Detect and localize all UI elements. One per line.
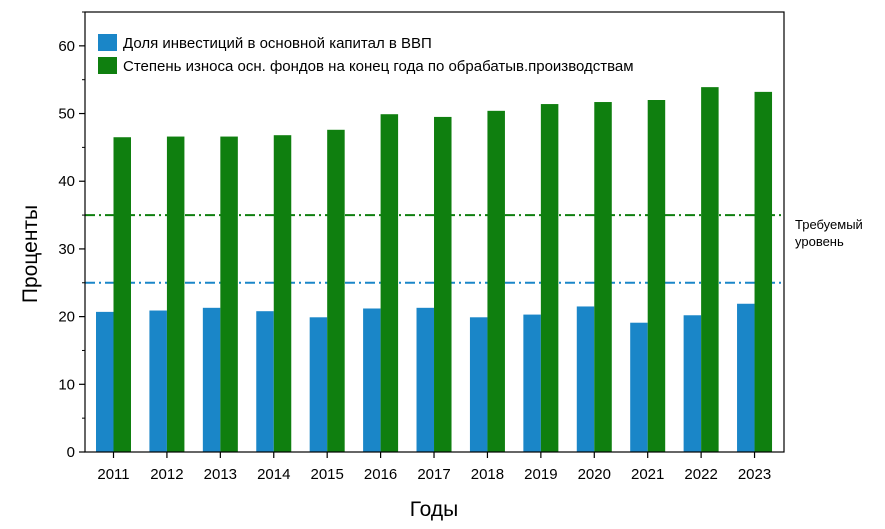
bar-investment-2018: [469, 317, 488, 452]
bar-investment-2014: [256, 311, 274, 452]
bar-investment-2011: [96, 311, 114, 452]
x-tick-label: 2023: [738, 466, 771, 483]
legend-label-wear: Степень износа осн. фондов на конец года…: [123, 58, 634, 75]
bar-investment-2023: [737, 303, 755, 452]
bar-wear-2018: [487, 110, 505, 452]
bar-wear-2015: [327, 129, 345, 453]
x-tick-label: 2011: [97, 466, 129, 483]
x-tick-label: 2012: [150, 466, 183, 483]
reference-label-line-2: уровень: [795, 234, 844, 249]
bar-wear-2022: [701, 87, 719, 452]
legend-label-investment: Доля инвестиций в основной капитал в ВВП: [123, 35, 432, 52]
bar-investment-2019: [523, 314, 541, 452]
y-tick-label: 60: [58, 38, 75, 55]
bar-investment-2013: [202, 307, 221, 452]
bar-investment-2016: [363, 308, 381, 452]
bar-wear-2017: [434, 116, 452, 452]
legend: Доля инвестиций в основной капитал в ВВП…: [98, 34, 634, 75]
legend-swatch-wear: [98, 57, 117, 74]
y-axis-title: Проценты: [19, 205, 42, 303]
bar-investment-2015: [309, 317, 328, 452]
x-tick-label: 2016: [364, 466, 397, 483]
bar-investment-2020: [576, 306, 595, 452]
x-tick-label: 2015: [310, 466, 343, 483]
legend-swatch-investment: [98, 34, 117, 51]
x-tick-label: 2022: [684, 466, 717, 483]
bar-wear-2013: [220, 136, 238, 453]
bar-wear-2011: [113, 137, 131, 452]
x-tick-label: 2021: [631, 466, 664, 483]
y-axis: 0 10 20 30 40 50 60: [58, 11, 85, 461]
y-tick-label: 20: [58, 309, 75, 326]
y-tick-label: 10: [58, 376, 75, 393]
bar-wear-2016: [380, 114, 399, 452]
bar-investment-2021: [630, 322, 648, 452]
x-tick-label: 2017: [417, 466, 450, 483]
bar-investment-2017: [416, 307, 435, 452]
bar-wear-2012: [166, 136, 185, 453]
y-tick-label: 0: [67, 444, 75, 461]
y-tick-label: 40: [58, 173, 75, 190]
x-tick-label: 2019: [524, 466, 557, 483]
x-tick-label: 2018: [471, 466, 504, 483]
bar-wear-2019: [540, 104, 559, 453]
y-tick-label: 50: [58, 106, 75, 123]
bar-wear-2020: [594, 102, 612, 453]
bar-wear-2014: [273, 135, 292, 452]
x-axis: 2011 2012 2013 2014 2015 2016 2017 2018 2019 2020…: [97, 452, 771, 483]
bar-wear-2023: [754, 91, 773, 452]
x-axis-title: Годы: [410, 498, 459, 521]
bar-investment-2022: [683, 315, 702, 452]
x-tick-label: 2020: [578, 466, 611, 483]
x-tick-label: 2013: [204, 466, 237, 483]
bar-wear-2021: [647, 100, 666, 452]
reference-label: Требуемый уровень: [795, 217, 863, 249]
x-tick-label: 2014: [257, 466, 290, 483]
bars: [96, 87, 773, 453]
bar-investment-2012: [149, 310, 167, 452]
y-tick-label: 30: [58, 241, 75, 258]
reference-label-line-1: Требуемый: [795, 217, 863, 232]
